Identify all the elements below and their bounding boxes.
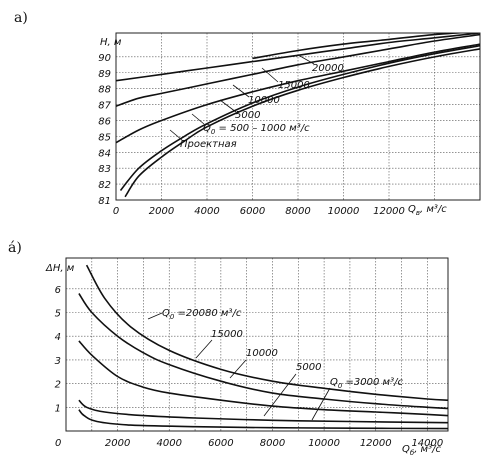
x-axis-label-b-sub: б — [410, 449, 415, 457]
y-axis-label-b: ΔH, м — [45, 263, 75, 274]
series-group-b — [78, 264, 448, 430]
chart-a-x-tick-label: 4000 — [194, 206, 219, 217]
plot-frame-a — [115, 32, 481, 201]
leader-b-3000 — [311, 387, 331, 421]
chart-a-y-tick-label: 86 — [98, 116, 111, 127]
chart-a-y-tick-label: 87 — [98, 101, 111, 112]
chart-a: a) 81 82 83 84 85 86 87 88 89 90 0 2000 4000 6000 800… — [14, 10, 481, 217]
chart-b-series-line-4 — [78, 409, 448, 430]
chart-a-x-tick-label: 8000 — [285, 206, 310, 217]
chart-a-y-tick-label: 81 — [98, 196, 111, 207]
annotation-a-20000: 20000 — [312, 63, 344, 74]
leader-a-20000 — [299, 55, 315, 65]
chart-a-y-tick-label: 89 — [98, 69, 111, 80]
chart-a-series-line-2 — [116, 43, 480, 144]
chart-b-x-tick-label: 6000 — [208, 438, 233, 449]
plot-frame-b — [65, 257, 449, 432]
panel-a-label: a) — [14, 10, 28, 26]
chart-b-x-tick-label: 14000 — [411, 438, 443, 449]
leader-a-design — [169, 129, 183, 141]
leader-b-10000 — [229, 359, 247, 379]
chart-a-series-line-1 — [119, 44, 480, 192]
annotation-a-q0: Q0 = 500 – 1000 м³/с — [203, 123, 310, 136]
chart-b-series-line-1 — [78, 293, 448, 410]
leader-b-5000 — [263, 373, 297, 417]
chart-a-series-line-0 — [124, 48, 480, 198]
chart-b-x-tick-label: 4000 — [157, 438, 182, 449]
leader-b-15000 — [195, 339, 213, 359]
annotation-b-5000: 5000 — [296, 362, 321, 373]
chart-a-x-tick-label: 10000 — [328, 206, 360, 217]
origin-label-b: 0 — [55, 438, 61, 449]
annotation-a-design: Проектная — [180, 139, 237, 150]
annotation-b-10000: 10000 — [246, 348, 278, 359]
chart-b-x-tick-label: 10000 — [308, 438, 340, 449]
annotation-b-q0-3000-sub: 0 — [338, 382, 343, 390]
annotation-b-15000: 15000 — [211, 329, 243, 340]
annotation-b-q0-20080-q: Q — [162, 308, 170, 319]
annotation-b-q0-3000-text: =3000 м³/с — [342, 377, 403, 388]
leader-a-10000 — [232, 84, 250, 98]
chart-a-x-tick-label: 12000 — [373, 206, 405, 217]
annotation-b-q0-3000: Q0 =3000 м³/с — [330, 377, 403, 390]
annotation-a-q0-sub: 0 — [211, 128, 216, 136]
annotation-a-10000: 10000 — [248, 95, 280, 106]
chart-b-series-line-0 — [85, 264, 448, 401]
panel-b-label: á) — [8, 240, 22, 256]
leader-a-15000 — [261, 67, 279, 83]
annotation-a-q0-text: = 500 – 1000 м³/с — [215, 123, 310, 134]
chart-b-y-tick-label: 1 — [55, 403, 61, 414]
x-axis-label-b: Qб, м³/с — [402, 444, 441, 457]
chart-a-y-tick-label: 90 — [98, 53, 111, 64]
chart-a-series-line-4 — [116, 33, 480, 82]
leader-a-q0 — [191, 113, 205, 125]
x-axis-label-a: Qв, м³/с — [408, 204, 447, 217]
chart-a-y-tick-label: 82 — [98, 180, 111, 191]
chart-a-x-tick-label: 0 — [113, 206, 119, 217]
annotation-a-15000: 15000 — [278, 80, 310, 91]
x-axis-label-b-q: Q — [402, 444, 410, 455]
x-axis-label-b-unit: , м³/с — [414, 444, 441, 455]
chart-b-y-tick-label: 4 — [55, 332, 61, 343]
annotation-b-q0-20080: Q0 =20080 м³/с — [162, 308, 242, 321]
annotation-a-q0-q: Q — [203, 123, 211, 134]
y-ticks-a: 81 82 83 84 85 86 87 88 89 90 — [98, 53, 111, 207]
chart-a-x-tick-label: 6000 — [240, 206, 265, 217]
series-group-a — [116, 33, 480, 198]
x-axis-label-a-sub: в — [416, 209, 420, 217]
annotation-b-q0-3000-q: Q — [330, 377, 338, 388]
chart-b-x-tick-label: 2000 — [105, 438, 130, 449]
chart-a-series-line-5 — [252, 33, 468, 60]
chart-a-series-line-3 — [116, 33, 480, 107]
y-ticks-b: 1 2 3 4 5 6 — [55, 285, 61, 414]
chart-b-y-tick-label: 6 — [55, 285, 61, 296]
leader-b-20080 — [147, 312, 163, 320]
chart-b: á) 1 2 3 4 5 6 2000 4000 6000 8000 10000 12000 1400… — [8, 240, 449, 457]
y-axis-label-a: H, м — [100, 37, 122, 48]
chart-b-series-line-3 — [78, 399, 448, 424]
chart-a-y-tick-label: 84 — [98, 148, 111, 159]
chart-b-y-tick-label: 3 — [55, 356, 61, 367]
x-axis-label-a-unit: , м³/с — [420, 204, 447, 215]
x-ticks-b: 2000 4000 6000 8000 10000 12000 14000 — [105, 438, 443, 449]
chart-a-y-tick-label: 83 — [98, 164, 111, 175]
chart-a-y-tick-label: 88 — [98, 85, 111, 96]
chart-a-x-tick-label: 2000 — [149, 206, 174, 217]
chart-b-series-line-2 — [78, 340, 448, 417]
chart-b-x-tick-label: 8000 — [260, 438, 285, 449]
x-axis-label-a-q: Q — [408, 204, 416, 215]
leader-a-5000 — [219, 99, 237, 113]
x-ticks-a: 0 2000 4000 6000 8000 10000 12000 — [113, 206, 405, 217]
chart-a-y-tick-label: 85 — [98, 132, 111, 143]
chart-b-y-tick-label: 2 — [55, 380, 61, 391]
chart-b-y-tick-label: 5 — [55, 309, 61, 320]
annotation-a-5000: 5000 — [235, 110, 260, 121]
chart-b-x-tick-label: 12000 — [360, 438, 392, 449]
annotation-b-q0-20080-sub: 0 — [170, 313, 175, 321]
annotation-b-q0-20080-text: =20080 м³/с — [174, 308, 241, 319]
